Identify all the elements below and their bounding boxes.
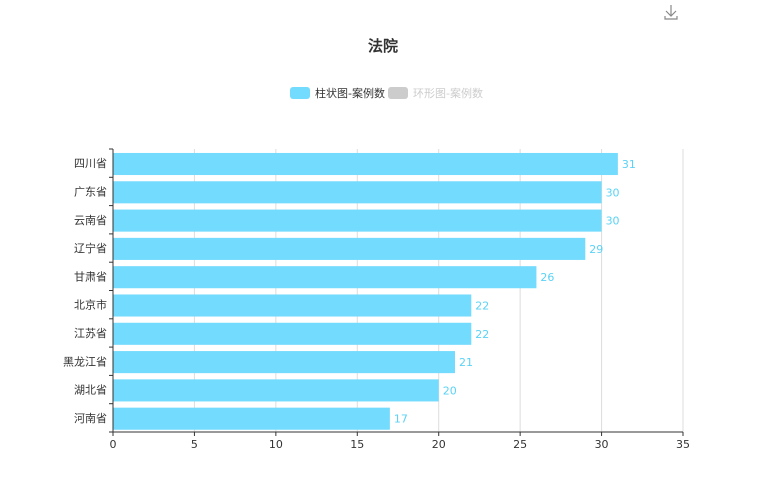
data-label: 30 <box>606 186 620 199</box>
x-tick-label: 25 <box>513 438 527 451</box>
y-tick-label: 江苏省 <box>74 327 107 340</box>
y-tick-label: 甘肃省 <box>74 270 107 283</box>
legend-label-ring: 环形图-案例数 <box>413 86 483 100</box>
data-label: 22 <box>475 299 489 312</box>
legend-label-bar: 柱状图-案例数 <box>315 86 385 100</box>
data-label: 31 <box>622 158 636 171</box>
data-label: 17 <box>394 413 408 426</box>
legend: 柱状图-案例数 环形图-案例数 <box>290 86 483 100</box>
data-label: 30 <box>606 215 620 228</box>
data-label: 20 <box>443 384 457 397</box>
y-tick-label: 北京市 <box>74 298 107 312</box>
data-label: 29 <box>589 243 603 256</box>
bar[interactable] <box>113 181 602 204</box>
x-tick-label: 15 <box>350 438 364 451</box>
x-tick-label: 10 <box>269 438 283 451</box>
data-labels: 31 30 30 29 26 22 22 21 20 17 <box>394 158 636 426</box>
y-tick-label: 广东省 <box>74 185 107 198</box>
legend-item-bar[interactable]: 柱状图-案例数 <box>290 86 385 100</box>
toolbox[interactable] <box>664 5 678 20</box>
bar[interactable] <box>113 266 537 289</box>
chart-title: 法院 <box>368 37 398 55</box>
y-tick-label: 河南省 <box>74 412 107 425</box>
legend-swatch-bar <box>290 87 310 99</box>
bar[interactable] <box>113 322 472 345</box>
bar-series <box>113 152 618 430</box>
bar[interactable] <box>113 209 602 232</box>
y-tick-label: 云南省 <box>74 214 107 227</box>
data-label: 22 <box>475 328 489 341</box>
bar[interactable] <box>113 351 455 374</box>
x-tick-label: 0 <box>110 438 117 451</box>
x-tick-label: 35 <box>676 438 690 451</box>
x-tick-label: 20 <box>432 438 446 451</box>
x-tick-label: 30 <box>595 438 609 451</box>
y-tick-label: 湖北省 <box>74 384 107 397</box>
download-icon[interactable] <box>664 5 678 20</box>
data-label: 26 <box>540 271 554 284</box>
legend-item-ring[interactable]: 环形图-案例数 <box>388 86 483 100</box>
x-axis: 0 5 10 15 20 25 30 35 <box>110 431 690 451</box>
bar[interactable] <box>113 152 618 176</box>
bar[interactable] <box>113 407 390 430</box>
y-tick-label: 辽宁省 <box>74 241 107 255</box>
y-tick-label: 黑龙江省 <box>63 355 107 368</box>
bar[interactable] <box>113 294 472 317</box>
x-tick-label: 5 <box>191 438 198 451</box>
bar[interactable] <box>113 379 439 402</box>
data-label: 21 <box>459 356 473 369</box>
legend-swatch-ring <box>388 87 408 99</box>
bar[interactable] <box>113 237 586 260</box>
y-tick-label: 四川省 <box>74 157 107 170</box>
